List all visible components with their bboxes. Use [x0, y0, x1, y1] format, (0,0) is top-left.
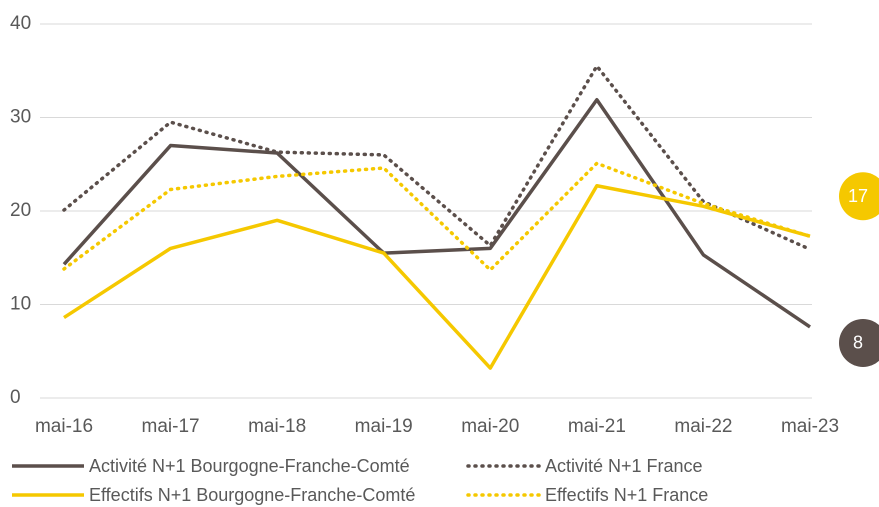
- y-tick-label: 30: [10, 107, 31, 128]
- x-tick-label: mai-17: [142, 416, 200, 437]
- x-tick-label: mai-22: [674, 416, 732, 437]
- value-label: 8: [853, 333, 863, 353]
- x-tick-label: mai-23: [781, 416, 839, 437]
- legend-label: Effectifs N+1 France: [545, 485, 708, 505]
- line-series: [62, 97, 811, 329]
- y-tick-label: 40: [10, 13, 31, 34]
- y-tick-label: 10: [10, 294, 31, 315]
- value-label-badge: [839, 318, 879, 367]
- x-tick-label: mai-20: [461, 416, 519, 437]
- line-series: [62, 64, 812, 252]
- x-tick-label: mai-16: [35, 416, 93, 437]
- value-label-badge: [839, 172, 879, 221]
- line-series: [62, 161, 812, 272]
- y-tick-label: 20: [10, 200, 31, 221]
- value-label: 17: [848, 186, 868, 206]
- legend-label: Activité N+1 Bourgogne-Franche-Comté: [89, 456, 410, 476]
- legend-label: Effectifs N+1 Bourgogne-Franche-Comté: [89, 485, 415, 505]
- x-tick-label: mai-21: [568, 416, 626, 437]
- legend-label: Activité N+1 France: [545, 456, 703, 476]
- x-tick-label: mai-19: [355, 416, 413, 437]
- x-tick-label: mai-18: [248, 416, 306, 437]
- line-series: [63, 184, 811, 370]
- y-tick-label: 0: [10, 387, 21, 408]
